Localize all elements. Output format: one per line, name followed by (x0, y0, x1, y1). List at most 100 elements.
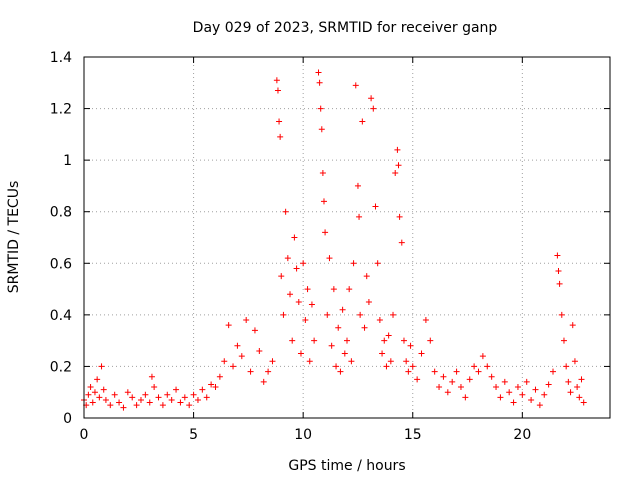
y-tick-labels: 0 0.2 0.4 0.6 0.8 1 1.2 1.4 (50, 50, 72, 427)
data-point-marker (409, 363, 416, 370)
data-point-marker (333, 363, 340, 370)
data-point-marker (560, 337, 567, 344)
data-point-marker (269, 358, 276, 365)
data-point-marker (256, 347, 263, 354)
data-point-marker (291, 234, 298, 241)
data-point-marker (379, 350, 386, 357)
data-point-marker (372, 203, 379, 210)
x-tick-label: 20 (513, 427, 531, 443)
data-point-marker (339, 306, 346, 313)
data-point-marker (479, 353, 486, 360)
data-point-marker (395, 162, 402, 169)
data-point-marker (282, 208, 289, 215)
y-axis-label: SRMTID / TECUs (6, 181, 22, 294)
data-point-marker (392, 170, 399, 177)
y-tick-label: 1 (63, 153, 72, 169)
data-point-marker (203, 394, 210, 401)
data-point-marker (440, 373, 447, 380)
data-point-marker (280, 311, 287, 318)
data-point-marker (348, 358, 355, 365)
data-point-marker (306, 358, 313, 365)
data-point-marker (341, 350, 348, 357)
data-point-marker (357, 311, 364, 318)
data-point-marker (190, 391, 197, 398)
chart-title: Day 029 of 2023, SRMTID for receiver gan… (193, 20, 498, 36)
data-point-marker (457, 384, 464, 391)
data-point-marker (164, 391, 171, 398)
data-point-marker (320, 198, 327, 205)
data-point-marker (385, 332, 392, 339)
data-point-marker (319, 170, 326, 177)
y-tick-label: 0.2 (50, 359, 72, 375)
x-tick-label: 15 (404, 427, 422, 443)
data-point-marker (111, 391, 118, 398)
data-point-marker (356, 213, 363, 220)
data-point-marker (471, 363, 478, 370)
data-point-marker (405, 368, 412, 375)
data-point-marker (186, 402, 193, 409)
data-point-marker (181, 394, 188, 401)
data-point-marker (302, 317, 309, 324)
data-point-marker (277, 133, 284, 140)
data-point-marker (396, 213, 403, 220)
data-point-marker (488, 373, 495, 380)
data-point-marker (328, 342, 335, 349)
data-point-marker (284, 255, 291, 262)
data-point-marker (550, 368, 557, 375)
data-point-marker (475, 368, 482, 375)
data-point-marker (308, 301, 315, 308)
data-point-marker (274, 87, 281, 94)
data-point-marker (427, 337, 434, 344)
data-point-marker (506, 389, 513, 396)
data-point-marker (337, 368, 344, 375)
data-point-marker (394, 146, 401, 153)
data-point-marker (387, 358, 394, 365)
data-point-marker (91, 389, 98, 396)
data-point-marker (462, 394, 469, 401)
data-point-marker (374, 260, 381, 267)
plot-frame (83, 56, 611, 419)
data-point-marker (251, 327, 258, 334)
y-tick-label: 0 (63, 411, 72, 427)
data-point-marker (363, 273, 370, 280)
data-point-marker (563, 363, 570, 370)
data-point-marker (100, 386, 107, 393)
data-point-marker (354, 182, 361, 189)
data-point-marker (361, 324, 368, 331)
data-points (81, 69, 587, 411)
y-tick-label: 1.2 (50, 102, 72, 118)
data-point-marker (107, 402, 114, 409)
data-point-marker (346, 286, 353, 293)
data-point-marker (278, 273, 285, 280)
data-point-marker (316, 79, 323, 86)
data-point-marker (400, 337, 407, 344)
data-point-marker (243, 317, 250, 324)
data-point-marker (528, 396, 535, 403)
data-point-marker (580, 399, 587, 406)
data-point-marker (555, 268, 562, 275)
data-point-marker (318, 126, 325, 133)
data-point-marker (98, 363, 105, 370)
data-point-marker (571, 358, 578, 365)
data-point-marker (576, 394, 583, 401)
data-point-marker (330, 286, 337, 293)
data-point-marker (221, 358, 228, 365)
x-axis-label: GPS time / hours (288, 458, 405, 474)
data-point-marker (276, 118, 283, 125)
data-point-marker (381, 337, 388, 344)
x-tick-labels: 0 5 10 15 20 (80, 427, 532, 443)
data-point-marker (194, 396, 201, 403)
data-point-marker (199, 386, 206, 393)
data-point-marker (370, 105, 377, 112)
data-point-marker (87, 384, 94, 391)
data-point-marker (418, 350, 425, 357)
data-point-marker (376, 317, 383, 324)
data-point-marker (234, 342, 241, 349)
data-point-marker (94, 376, 101, 383)
x-tick-label: 10 (294, 427, 312, 443)
data-point-marker (324, 311, 331, 318)
data-point-marker (449, 378, 456, 385)
data-point-marker (383, 363, 390, 370)
data-point-marker (414, 376, 421, 383)
data-point-marker (177, 399, 184, 406)
